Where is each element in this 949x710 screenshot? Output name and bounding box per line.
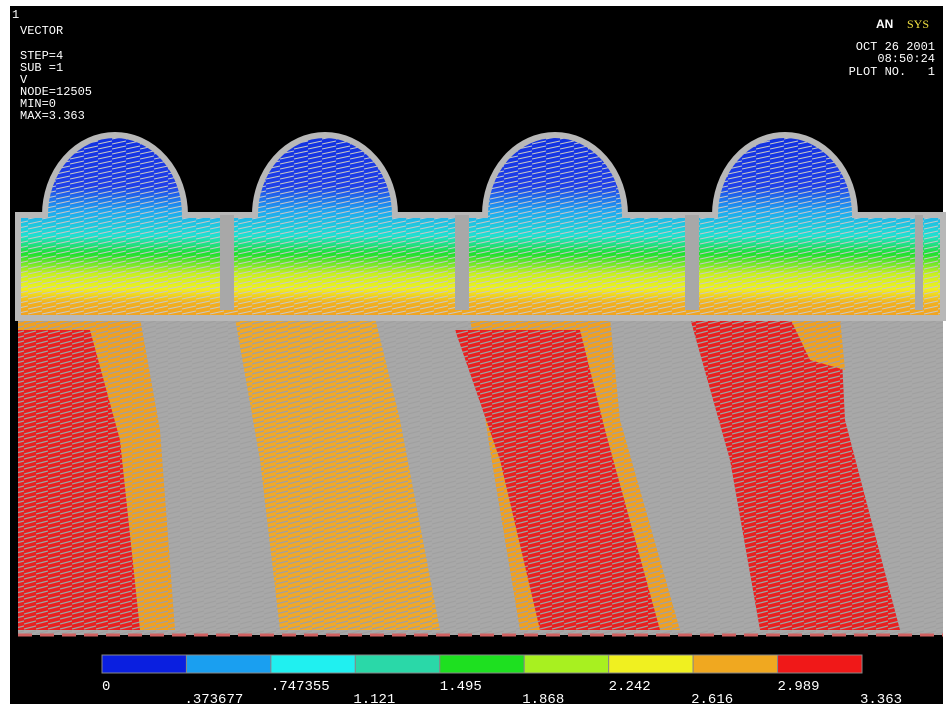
logo-sys: SYS [907, 17, 929, 31]
field [15, 132, 946, 637]
legend-label: 0 [102, 679, 110, 695]
time: 08:50:24 [877, 52, 935, 66]
legend-label: 1.121 [353, 692, 395, 708]
legend-label: .747355 [271, 679, 330, 695]
legend-swatch [101, 654, 187, 674]
legend: 0 .373677 .747355 1.121 1.495 1.868 2.242 2.616… [101, 654, 902, 708]
legend-label: 2.616 [691, 692, 733, 708]
header-line: MIN=0 [20, 97, 56, 111]
legend-swatch [777, 654, 863, 674]
legend-label: .373677 [184, 692, 243, 708]
legend-label: 2.242 [609, 679, 651, 695]
legend-swatch [185, 654, 272, 674]
header-line: V [20, 73, 28, 87]
date: OCT 26 2001 [856, 40, 935, 54]
legend-swatch [523, 654, 610, 674]
legend-label: 1.495 [440, 679, 482, 695]
legend-swatch [354, 654, 441, 674]
header-line: SUB =1 [20, 61, 63, 75]
plot-number: PLOT NO. 1 [849, 65, 935, 79]
plot-type: VECTOR [20, 24, 63, 38]
header-line: STEP=4 [20, 49, 63, 63]
legend-swatch [439, 654, 525, 674]
legend-swatch [692, 654, 779, 674]
legend-label: 3.363 [860, 692, 902, 708]
legend-swatch [608, 654, 694, 674]
legend-swatch [270, 654, 356, 674]
window-number: 1 [12, 8, 19, 22]
header-line: NODE=12505 [20, 85, 92, 99]
logo-an: AN [876, 17, 893, 31]
header-line: MAX=3.363 [20, 109, 85, 123]
legend-label: 1.868 [522, 692, 564, 708]
legend-label: 2.989 [778, 679, 820, 695]
